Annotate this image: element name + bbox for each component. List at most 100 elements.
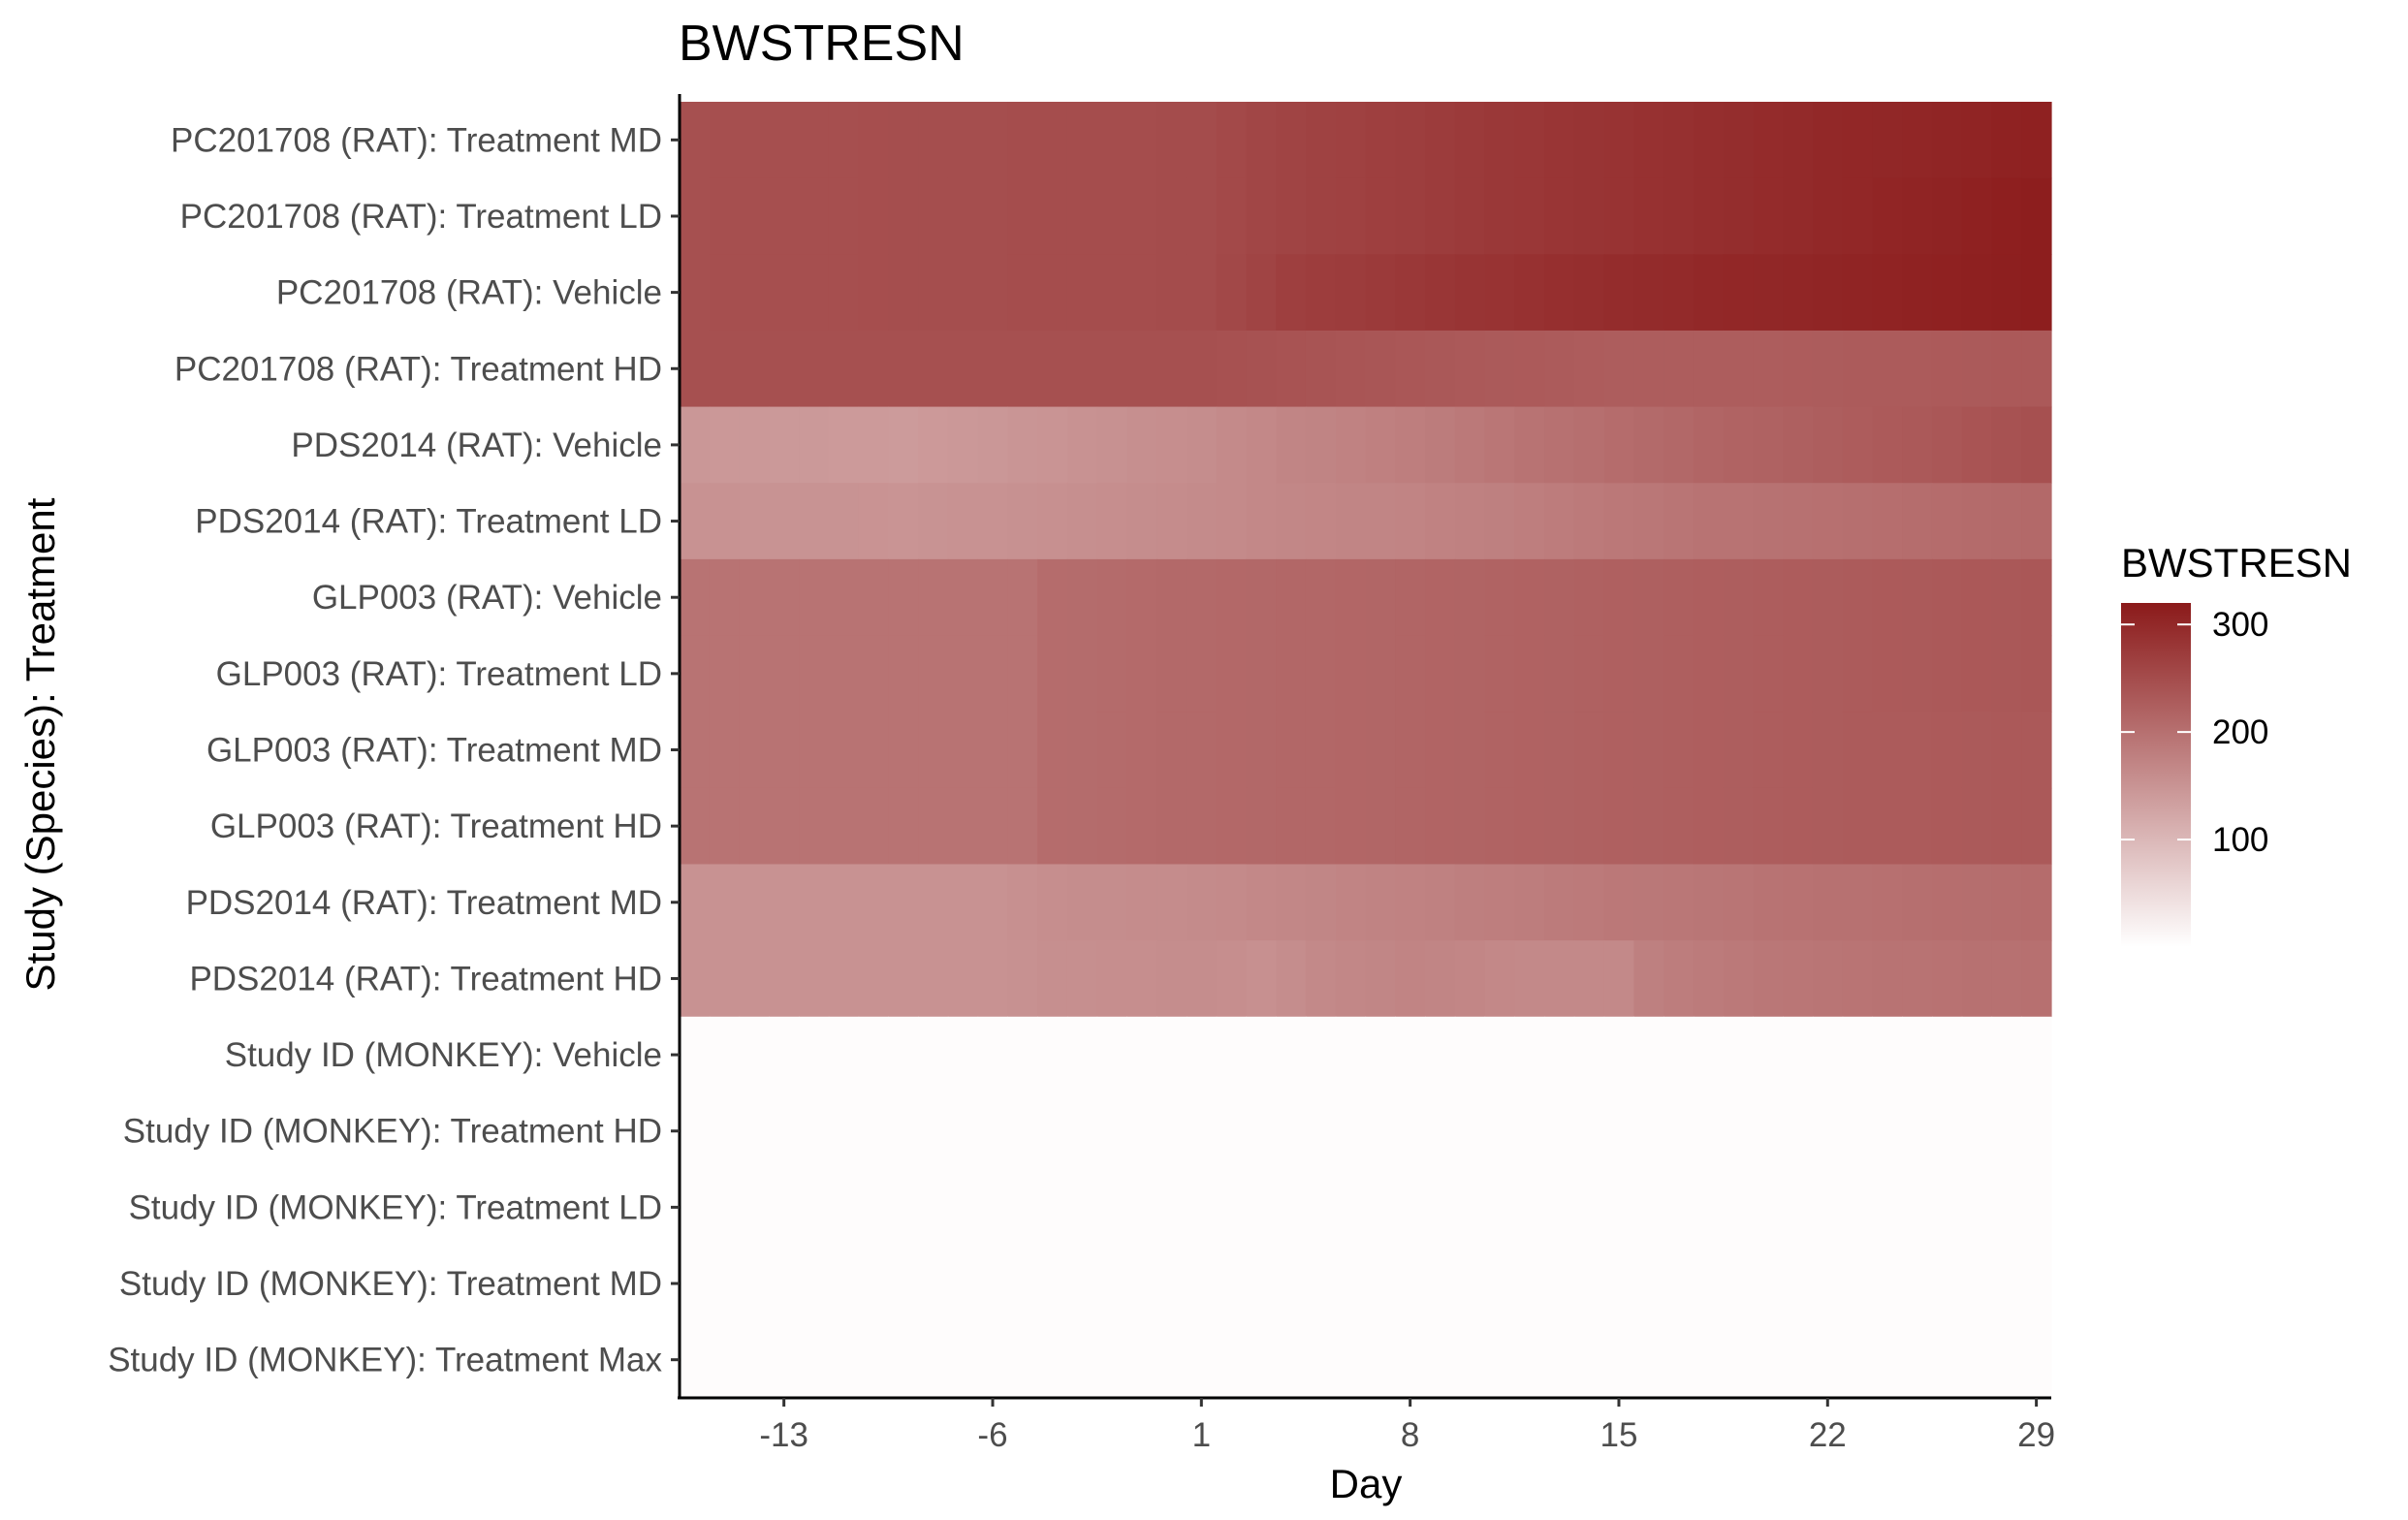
heatmap-cell [1723, 1245, 1754, 1322]
heatmap-cell [1454, 1016, 1486, 1094]
heatmap-cell [1812, 1321, 1844, 1399]
heatmap-cell [1872, 558, 1903, 637]
heatmap-cell [1931, 406, 1963, 484]
heatmap-cell [977, 330, 1008, 408]
heatmap-cell [1931, 1092, 1963, 1170]
heatmap-cell [1425, 787, 1456, 866]
heatmap-cell [680, 177, 711, 255]
heatmap-cell [769, 1016, 800, 1094]
heatmap-cell [858, 330, 889, 408]
heatmap-cell [1096, 406, 1128, 484]
heatmap-cell [1156, 864, 1188, 941]
heatmap-cell [1066, 483, 1098, 560]
heatmap-cell [1842, 1321, 1874, 1399]
heatmap-cell [799, 1092, 830, 1170]
heatmap-cell [1753, 1321, 1784, 1399]
heatmap-cell [769, 787, 800, 866]
heatmap-cell [918, 864, 949, 941]
heatmap-cell [1693, 635, 1725, 712]
heatmap-cell [1753, 177, 1784, 255]
heatmap-cell [1633, 558, 1664, 637]
heatmap-cell [1842, 102, 1874, 179]
heatmap-cell [918, 712, 949, 789]
heatmap-cell [1335, 635, 1367, 712]
heatmap-cell [1425, 177, 1456, 255]
heatmap-cell [947, 330, 979, 408]
heatmap-cell [1753, 940, 1784, 1018]
heatmap-cell [680, 483, 711, 560]
heatmap-cell [1096, 558, 1128, 637]
heatmap-cell [858, 712, 889, 789]
heatmap-cell [1037, 102, 1068, 179]
heatmap-cell [1544, 102, 1575, 179]
x-axis: -13 -6 1 8 15 22 29 [678, 1396, 2055, 1454]
heatmap-cell [1783, 254, 1814, 332]
heatmap-cell [1365, 940, 1396, 1018]
y-tick-label: GLP003 (RAT): Treatment LD [216, 655, 662, 693]
heatmap-cell [799, 712, 830, 789]
heatmap-cell [1096, 1245, 1128, 1322]
heatmap-cell [1723, 1016, 1754, 1094]
heatmap-cell [680, 558, 711, 637]
heatmap-cell [1037, 864, 1068, 941]
heatmap-cell [858, 635, 889, 712]
heatmap-cell [769, 864, 800, 941]
heatmap-cell [709, 1245, 741, 1322]
heatmap-cell [1902, 1016, 1933, 1094]
heatmap-cell [1305, 787, 1337, 866]
y-tick-label: Study ID (MONKEY): Treatment HD [123, 1113, 662, 1151]
heatmap-cell [1603, 1092, 1634, 1170]
heatmap-cell [1931, 1245, 1963, 1322]
heatmap-cell [1633, 102, 1664, 179]
heatmap-cell [1246, 483, 1277, 560]
heatmap-cell [888, 406, 919, 484]
heatmap-cell [888, 940, 919, 1018]
legend-colorbar [2121, 603, 2191, 947]
heatmap-cell [1186, 177, 1218, 255]
heatmap-cell [828, 102, 860, 179]
heatmap-cell [828, 864, 860, 941]
heatmap-cell [1305, 635, 1337, 712]
heatmap-cell [1723, 1321, 1754, 1399]
heatmap-cell [709, 635, 741, 712]
heatmap-cell [1872, 787, 1903, 866]
heatmap-cell [828, 406, 860, 484]
heatmap-cell [1544, 254, 1575, 332]
heatmap-cell [1723, 635, 1754, 712]
heatmap-cell [1812, 864, 1844, 941]
heatmap-cell [1753, 787, 1784, 866]
heatmap-cell [1753, 254, 1784, 332]
y-tick-label: Study ID (MONKEY): Treatment LD [129, 1188, 662, 1226]
heatmap-cell [1872, 330, 1903, 408]
heatmap-cell [1872, 406, 1903, 484]
heatmap-cell [1603, 330, 1634, 408]
heatmap-cell [1842, 330, 1874, 408]
heatmap-cell [1842, 1169, 1874, 1247]
heatmap-cell [739, 1092, 770, 1170]
heatmap-cell [1335, 177, 1367, 255]
heatmap-cell [1395, 483, 1426, 560]
heatmap-cell [1335, 406, 1367, 484]
heatmap-cell [1902, 712, 1933, 789]
heatmap-cell [1007, 330, 1038, 408]
heatmap-cell [1931, 940, 1963, 1018]
heatmap-cell [799, 254, 830, 332]
heatmap-cell [1842, 864, 1874, 941]
heatmap-cell [1335, 864, 1367, 941]
heatmap-cell [709, 1092, 741, 1170]
heatmap-cell [918, 254, 949, 332]
heatmap-cell [888, 483, 919, 560]
heatmap-cell [947, 177, 979, 255]
heatmap-cell [1783, 330, 1814, 408]
heatmap-cell [1783, 787, 1814, 866]
heatmap-cell [799, 787, 830, 866]
heatmap-cell [1693, 330, 1725, 408]
heatmap-cell [1544, 1092, 1575, 1170]
heatmap-cell [1156, 1321, 1188, 1399]
heatmap-cell [888, 712, 919, 789]
heatmap-cell [1126, 254, 1157, 332]
heatmap-cell [1783, 483, 1814, 560]
heatmap-cell [1425, 102, 1456, 179]
heatmap-cell [1365, 787, 1396, 866]
